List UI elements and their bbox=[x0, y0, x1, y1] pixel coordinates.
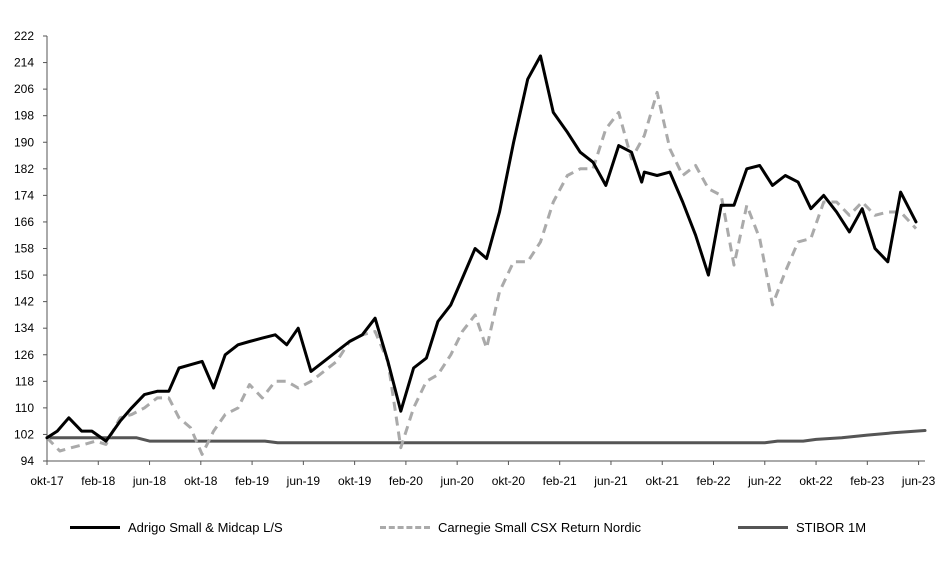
chart-series bbox=[45, 54, 927, 456]
y-tick-label: 126 bbox=[14, 348, 34, 362]
y-tick-label: 206 bbox=[14, 82, 34, 96]
x-tick-label: okt-19 bbox=[338, 474, 372, 488]
y-tick-label: 222 bbox=[14, 29, 34, 43]
legend-label-stibor: STIBOR 1M bbox=[796, 520, 867, 535]
x-tick-label: feb-18 bbox=[81, 474, 115, 488]
legend-label-carnegie: Carnegie Small CSX Return Nordic bbox=[438, 520, 642, 535]
x-tick-label: feb-20 bbox=[389, 474, 423, 488]
x-tick-label: feb-21 bbox=[543, 474, 577, 488]
x-axis-ticks: okt-17 feb-18 jun-18 okt-18 feb-19 jun-19 okt-… bbox=[30, 461, 936, 488]
y-tick-label: 102 bbox=[14, 427, 34, 441]
x-tick-label: okt-18 bbox=[184, 474, 218, 488]
legend-label-adrigo: Adrigo Small & Midcap L/S bbox=[128, 520, 283, 535]
y-tick-label: 150 bbox=[14, 268, 34, 282]
legend-swatch-carnegie bbox=[380, 526, 430, 529]
y-tick-label: 166 bbox=[14, 215, 34, 229]
legend-swatch-adrigo bbox=[70, 526, 120, 529]
series-line-adrigo bbox=[45, 54, 918, 443]
y-tick-label: 94 bbox=[21, 454, 35, 468]
x-tick-label: okt-17 bbox=[30, 474, 64, 488]
x-tick-label: jun-18 bbox=[132, 474, 167, 488]
line-chart: 94 102 110 118 126 134 142 150 158 166 174 182 190 19… bbox=[14, 29, 936, 488]
y-tick-label: 190 bbox=[14, 135, 34, 149]
series-line-stibor bbox=[45, 429, 927, 445]
legend-entry-stibor: STIBOR 1M bbox=[738, 520, 866, 535]
x-tick-label: feb-22 bbox=[696, 474, 730, 488]
y-tick-label: 198 bbox=[14, 109, 34, 123]
x-tick-label: okt-20 bbox=[492, 474, 526, 488]
y-tick-label: 182 bbox=[14, 162, 34, 176]
x-tick-label: okt-21 bbox=[646, 474, 680, 488]
y-axis-ticks: 94 102 110 118 126 134 142 150 158 166 174 182 190 19… bbox=[14, 29, 47, 468]
legend-swatch-stibor bbox=[738, 526, 788, 529]
y-tick-label: 118 bbox=[15, 374, 34, 388]
x-tick-label: jun-19 bbox=[286, 474, 321, 488]
y-tick-label: 214 bbox=[14, 56, 34, 70]
x-tick-label: jun-21 bbox=[593, 474, 628, 488]
legend-entry-adrigo: Adrigo Small & Midcap L/S bbox=[70, 520, 283, 535]
x-tick-label: feb-19 bbox=[235, 474, 269, 488]
series-line-carnegie bbox=[45, 90, 918, 456]
x-tick-label: feb-23 bbox=[850, 474, 884, 488]
chart-legend: Adrigo Small & Midcap L/S Carnegie Small… bbox=[0, 520, 940, 544]
x-tick-label: jun-22 bbox=[747, 474, 782, 488]
y-tick-label: 174 bbox=[14, 188, 34, 202]
legend-entry-carnegie: Carnegie Small CSX Return Nordic bbox=[380, 520, 641, 535]
x-tick-label: okt-22 bbox=[799, 474, 833, 488]
y-tick-label: 110 bbox=[15, 401, 34, 415]
x-tick-label: jun-20 bbox=[439, 474, 474, 488]
chart-axes bbox=[46, 36, 925, 462]
y-tick-label: 142 bbox=[14, 295, 34, 309]
x-tick-label: jun-23 bbox=[901, 474, 936, 488]
y-tick-label: 134 bbox=[14, 321, 34, 335]
y-tick-label: 158 bbox=[14, 242, 34, 256]
